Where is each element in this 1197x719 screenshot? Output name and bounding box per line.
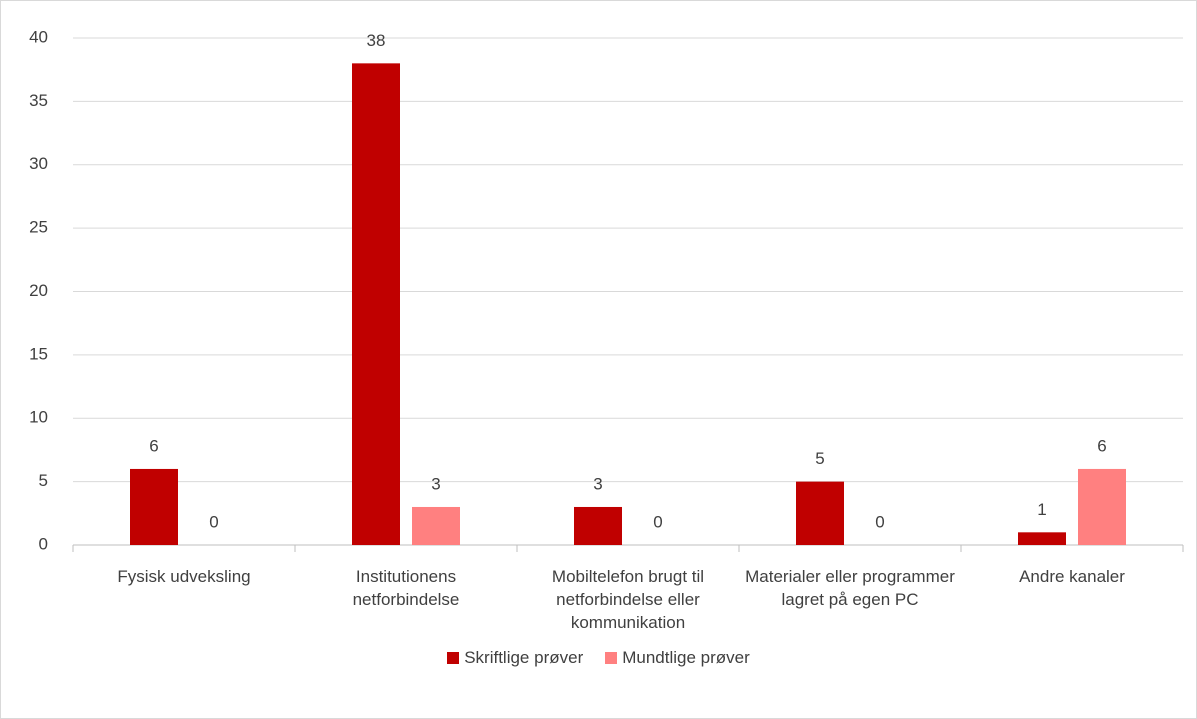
bar [1018, 532, 1066, 545]
y-tick-label: 40 [29, 27, 48, 46]
data-label: 1 [1037, 500, 1046, 519]
bar [1078, 468, 1126, 545]
y-tick-label: 20 [29, 281, 48, 300]
data-label: 38 [367, 31, 386, 50]
y-tick-label: 5 [39, 471, 48, 490]
legend-item: Mundtlige prøver [605, 648, 750, 668]
bar [352, 63, 400, 545]
bar [796, 481, 844, 545]
y-tick-label: 25 [29, 218, 48, 237]
y-tick-label: 0 [39, 534, 48, 553]
data-label: 3 [593, 474, 602, 493]
y-tick-label: 15 [29, 344, 48, 363]
data-label: 0 [653, 512, 662, 531]
y-tick-label: 10 [29, 408, 48, 427]
legend-swatch [605, 652, 618, 664]
data-label: 6 [1097, 436, 1106, 455]
legend-item: Skriftlige prøver [447, 648, 583, 668]
x-tick-label: Fysisk udveksling [117, 567, 251, 586]
bar [574, 506, 622, 545]
x-tick-label: Institutionens netforbindelse [352, 567, 460, 609]
y-tick-label: 30 [29, 154, 48, 173]
bar [130, 468, 178, 545]
data-label: 0 [875, 512, 884, 531]
y-tick-label: 35 [29, 91, 48, 110]
data-label: 5 [815, 449, 824, 468]
x-tick-label: Materialer eller programmer lagret på eg… [745, 567, 955, 609]
bar [412, 506, 460, 545]
legend-label: Mundtlige prøver [622, 648, 750, 667]
legend-label: Skriftlige prøver [464, 648, 584, 667]
data-label: 0 [209, 512, 218, 531]
legend: Skriftlige prøver Mundtlige prøver [0, 648, 1197, 668]
data-label: 6 [149, 436, 158, 455]
legend-swatch [447, 652, 460, 664]
x-tick-label: Mobiltelefon brugt til netforbindelse el… [551, 567, 705, 632]
x-tick-label: Andre kanaler [1019, 567, 1125, 586]
data-label: 3 [431, 474, 440, 493]
